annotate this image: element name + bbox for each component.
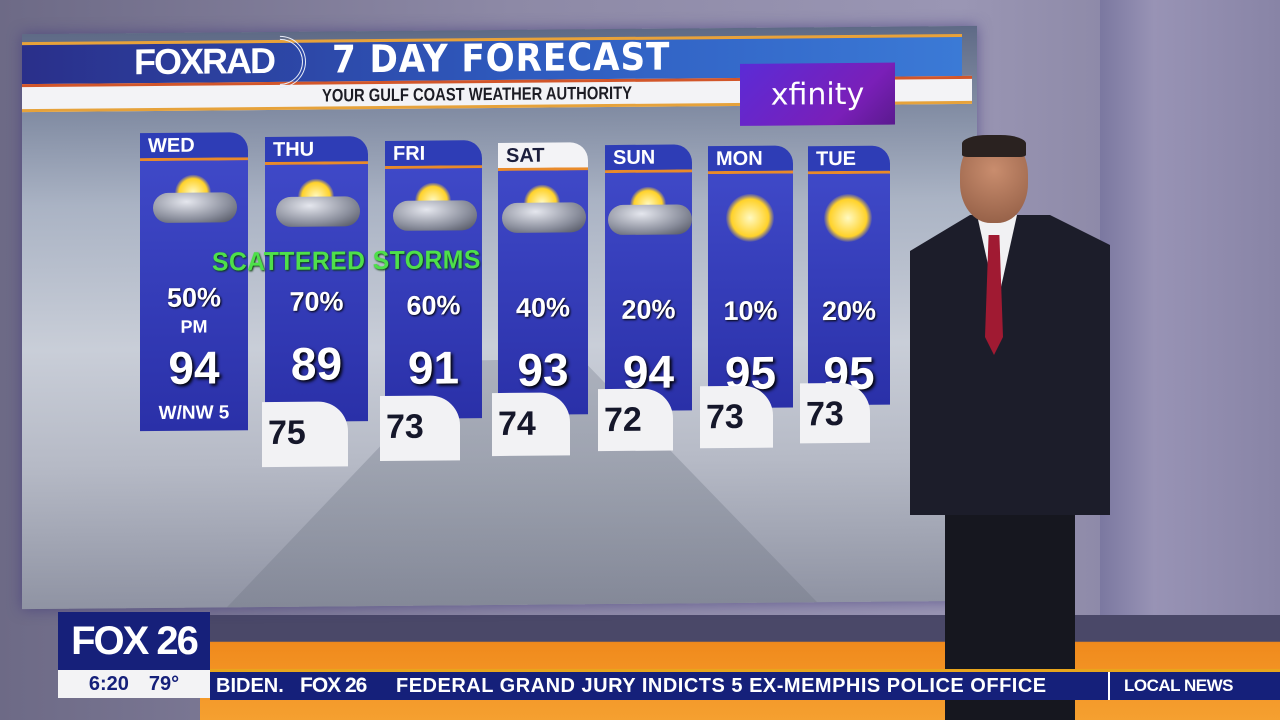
clock: 6:20 (88, 672, 129, 695)
cloud-icon (153, 192, 237, 224)
presenter-suit (910, 215, 1110, 515)
forecast-title: 7 DAY FORECAST (332, 34, 671, 82)
precip-chance: 60% (406, 290, 461, 321)
day-column-wed: WED 50% PM 94 W/NW 5 (140, 132, 248, 432)
cloud-icon (275, 196, 360, 227)
ticker-lead: BIDEN. (216, 674, 284, 697)
sunny-icon (804, 188, 894, 243)
cloud-icon (607, 204, 692, 236)
day-label: WED (140, 132, 248, 162)
low-temp: 73 (700, 385, 773, 449)
presenter (905, 135, 1115, 720)
sun-storm-cloud-icon (498, 184, 588, 235)
precip-chance: 50% (166, 282, 222, 313)
cloud-icon (392, 200, 477, 231)
day-label: TUE (808, 145, 890, 175)
studio-desk (200, 615, 1280, 720)
precip-chance: 20% (821, 295, 877, 327)
day-label: SUN (605, 144, 692, 174)
presenter-hair (962, 135, 1026, 157)
high-temp: 93 (517, 343, 569, 396)
weather-banner: SCATTERED STORMS (212, 244, 481, 277)
forecast-screen: FOXRAD 7 DAY FORECAST YOUR GULF COAST WE… (22, 25, 977, 610)
day-column-fri: FRI 60% 91 (385, 140, 482, 419)
precip-chance: 10% (723, 295, 778, 327)
day-column-sat: SAT 40% 93 (498, 142, 588, 416)
high-temp: 89 (290, 337, 343, 390)
sunny-icon (706, 187, 796, 243)
day-label: FRI (385, 140, 482, 169)
wind: W/NW 5 (158, 402, 230, 424)
ticker-logo: FOX 26 (300, 674, 367, 697)
ticker-section: LOCAL NEWS (1108, 672, 1280, 700)
high-temp: 94 (168, 341, 220, 394)
precip-note: PM (180, 316, 208, 337)
studio-wall (1100, 0, 1280, 640)
news-ticker: BIDEN. FOX 26 FEDERAL GRAND JURY INDICTS… (210, 669, 1280, 700)
precip-chance: 40% (515, 292, 571, 323)
precip-chance: 70% (289, 286, 344, 317)
low-temp: 75 (262, 401, 348, 468)
sponsor-logo: xfinity (740, 62, 895, 126)
day-column-thu: THU 70% 89 (265, 136, 368, 423)
day-column-sun: SUN 20% 94 (604, 144, 694, 412)
day-column-mon: MON 10% 95 (706, 145, 796, 409)
station-bug: FOX 26 6:20 79° (58, 612, 210, 698)
presenter-tie (985, 235, 1003, 355)
sun-storm-cloud-icon (272, 178, 362, 229)
sun-icon (725, 193, 774, 243)
day-label: MON (708, 145, 793, 175)
day-column-tue: TUE 20% 95 (808, 145, 890, 406)
high-temp: 91 (407, 341, 460, 394)
precip-chance: 20% (621, 294, 676, 325)
low-temp: 74 (492, 392, 570, 457)
current-temp: 79° (148, 672, 180, 695)
sun-icon (824, 193, 872, 243)
sun-cloud-icon (604, 186, 694, 237)
day-label: SAT (498, 142, 588, 172)
day-label: THU (265, 136, 368, 166)
low-temp: 73 (380, 395, 460, 462)
sun-storm-cloud-icon (389, 182, 479, 233)
low-temp: 73 (800, 382, 870, 444)
forecast-subtitle: YOUR GULF COAST WEATHER AUTHORITY (322, 82, 632, 106)
sun-storm-cloud-icon (149, 174, 239, 225)
cloud-icon (502, 202, 586, 233)
station-logo: FOX 26 (58, 612, 210, 670)
low-temp: 72 (598, 388, 673, 452)
ticker-headline: FEDERAL GRAND JURY INDICTS 5 EX-MEMPHIS … (396, 674, 1047, 697)
